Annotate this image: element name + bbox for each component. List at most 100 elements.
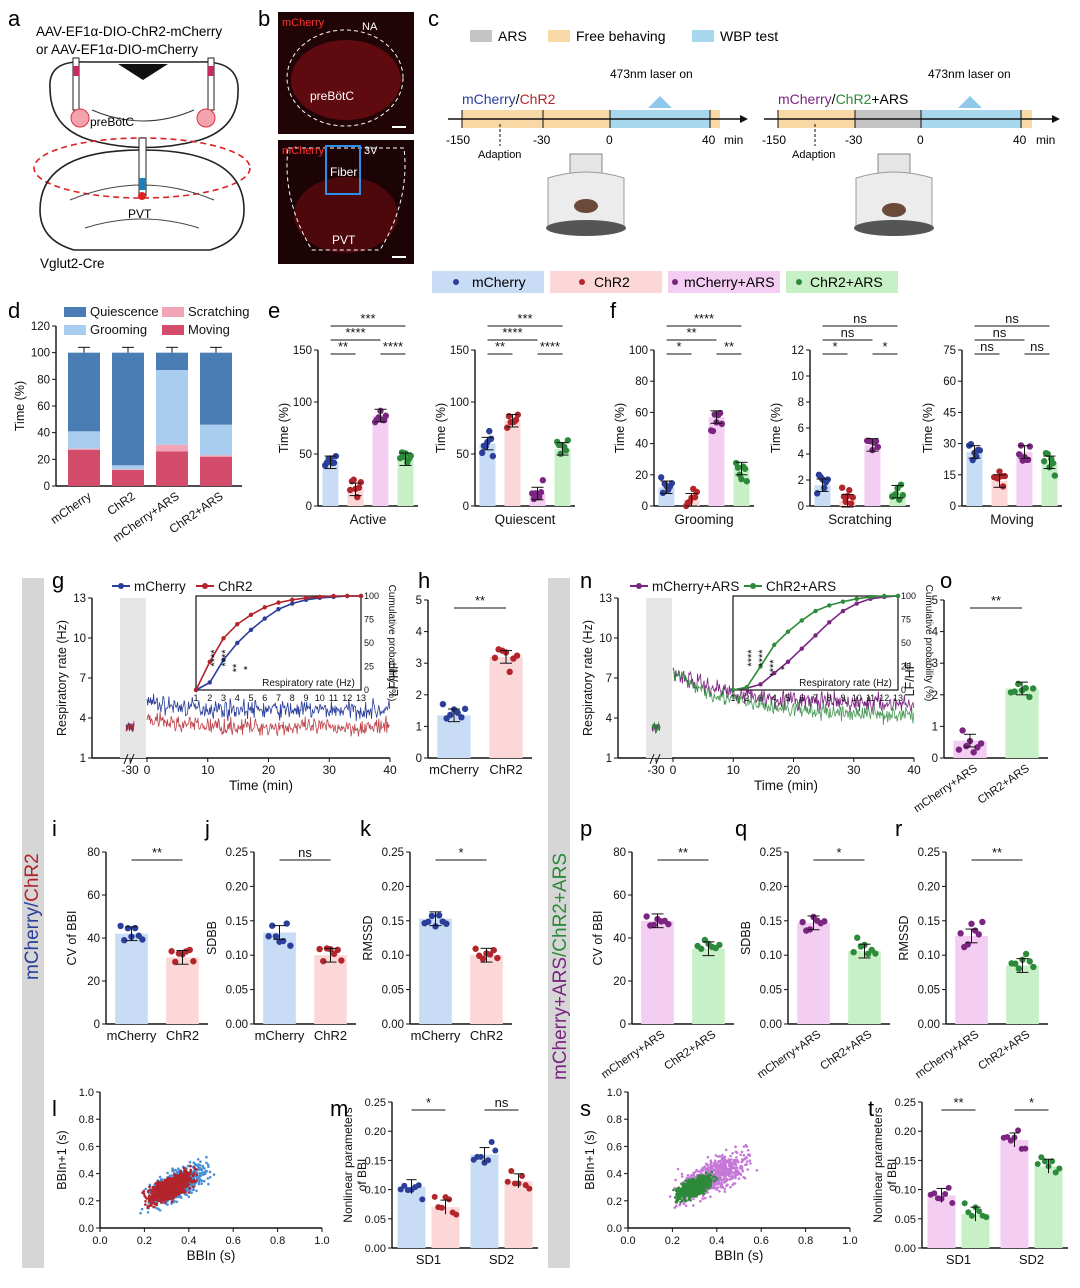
scatter-point-mCherry+ARS xyxy=(722,1181,726,1184)
y-tick-label: 0.20 xyxy=(895,1126,916,1138)
y-axis-label: SDBB xyxy=(205,921,219,955)
inset-point xyxy=(813,633,818,638)
y-axis-label: of BBI xyxy=(885,1159,899,1192)
y-tick-label: 0.10 xyxy=(895,1185,916,1197)
y-tick-label: 0 xyxy=(798,501,804,513)
y-axis-label: Time (%) xyxy=(769,403,783,453)
scatter-point-mCherry+ARS xyxy=(727,1164,731,1167)
scatter-point-mCherry+ARS xyxy=(740,1150,744,1154)
scatter-point-ChR2 xyxy=(164,1200,167,1204)
scatter-point-ChR2 xyxy=(176,1186,179,1189)
sig-label: * xyxy=(458,845,463,860)
y-axis-label: Time (%) xyxy=(434,403,448,453)
data-point xyxy=(124,925,132,932)
scatter-point-mCherry xyxy=(192,1161,196,1164)
scatter-point-mCherry xyxy=(212,1173,216,1176)
scatter-point-mCherry+ARS xyxy=(745,1145,749,1148)
x-tick-label: SD2 xyxy=(489,1252,514,1267)
data-point xyxy=(1049,1158,1056,1165)
scatter-point-ChR2 xyxy=(170,1200,174,1203)
wbp-chamber-right xyxy=(854,153,934,236)
scatter-point-mCherry+ARS xyxy=(685,1176,689,1180)
data-point xyxy=(1026,958,1033,965)
scatter-point-mCherry+ARS xyxy=(713,1159,717,1162)
bar-mCherry xyxy=(437,715,471,758)
data-point xyxy=(491,654,499,662)
histology-bottom-region: PVT xyxy=(332,233,356,247)
scatter-point-ChR2 xyxy=(171,1190,175,1194)
data-point xyxy=(172,958,179,966)
scatter-point-ChR2+ARS xyxy=(694,1194,697,1198)
data-point xyxy=(1051,472,1059,479)
scatter-point-ChR2+ARS xyxy=(708,1183,711,1186)
bar-mCherry xyxy=(115,933,148,1024)
scatter-point-mCherry+ARS xyxy=(723,1187,726,1190)
data-point xyxy=(472,945,479,952)
scatter-point-ChR2 xyxy=(192,1185,195,1189)
scatter-point-mCherry xyxy=(155,1206,158,1210)
x-tick-label: mCherry+ARS xyxy=(913,1028,981,1081)
scatter-point-mCherry+ARS xyxy=(746,1168,749,1171)
y-axis-label: Time (%) xyxy=(921,403,935,453)
y-tick-label: 4 xyxy=(606,713,613,725)
legend-wbp: WBP test xyxy=(720,28,778,44)
data-point xyxy=(734,464,742,471)
y-tick-label: 4 xyxy=(798,449,805,461)
y-axis-label: Time (%) xyxy=(613,403,627,453)
bar-ChR2+ARS xyxy=(554,448,571,506)
bar-mCherry xyxy=(322,462,339,506)
data-point xyxy=(964,941,972,948)
x-tick-label: 40 xyxy=(907,763,921,777)
scatter-point-ChR2 xyxy=(188,1186,192,1190)
sig-label: ** xyxy=(992,845,1002,860)
data-point xyxy=(334,946,341,954)
scatter-point-ChR2 xyxy=(177,1183,180,1187)
scatter-point-mCherry+ARS xyxy=(715,1162,718,1165)
scatter-point-mCherry xyxy=(190,1191,193,1195)
histology-top-outline xyxy=(286,29,404,127)
scatter-point-ChR2+ARS xyxy=(713,1175,717,1179)
y-tick-label: 1 xyxy=(416,721,422,733)
region-prebotc: preBötC xyxy=(90,115,134,129)
scatter-point-ChR2 xyxy=(194,1167,197,1171)
data-point xyxy=(949,1199,956,1206)
inset-sig: **** xyxy=(209,649,221,667)
scatter-point-mCherry+ARS xyxy=(748,1153,751,1157)
y-axis-label: SDBB xyxy=(739,921,753,955)
y-tick-label: 0.20 xyxy=(918,881,940,893)
stack-Scratching xyxy=(68,448,100,450)
scatter-point-mCherry xyxy=(176,1171,179,1174)
data-point xyxy=(479,955,487,962)
scatter-point-ChR2+ARS xyxy=(684,1179,688,1182)
data-point xyxy=(279,937,287,945)
scatter-point-mCherry xyxy=(187,1195,191,1198)
scatter-point-ChR2 xyxy=(164,1195,168,1198)
scatter-point-ChR2 xyxy=(169,1197,172,1200)
data-point xyxy=(357,479,365,486)
y-tick-label: 150 xyxy=(293,345,312,357)
inset-x-tick: 4 xyxy=(772,693,777,703)
scatter-point-ChR2+ARS xyxy=(694,1188,698,1192)
scatter-point-mCherry+ARS xyxy=(726,1171,730,1175)
scatter-point-mCherry+ARS xyxy=(710,1166,713,1169)
scatter-point-ChR2 xyxy=(160,1196,163,1199)
axis-break xyxy=(123,753,135,765)
scatter-point-ChR2 xyxy=(171,1179,175,1183)
sidebar-left xyxy=(22,578,44,1268)
scatter-point-mCherry+ARS xyxy=(742,1145,746,1148)
scatter-point-mCherry xyxy=(201,1173,204,1176)
data-point xyxy=(350,476,357,483)
axis-break xyxy=(649,753,661,765)
stack-Grooming xyxy=(68,431,100,449)
x-axis-label: Grooming xyxy=(674,512,733,527)
scatter-point-ChR2+ARS xyxy=(697,1181,700,1184)
scatter-point-mCherry xyxy=(200,1179,203,1183)
scatter-point-mCherry+ARS xyxy=(708,1171,711,1174)
data-point xyxy=(419,1196,426,1203)
y-tick-label: 0.20 xyxy=(382,881,404,893)
scatter-point-ChR2+ARS xyxy=(685,1190,688,1194)
y-tick-label: 0.2 xyxy=(607,1196,622,1208)
data-point xyxy=(961,1200,968,1207)
inset-point xyxy=(758,664,763,669)
fiber-track xyxy=(325,145,361,195)
